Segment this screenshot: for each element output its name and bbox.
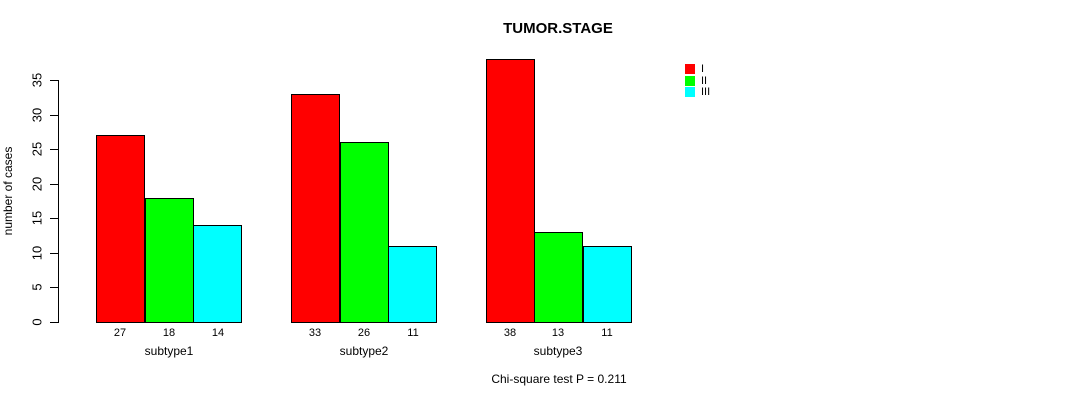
y-axis-tick-label: 10 bbox=[29, 245, 45, 261]
bar-subtype1-I bbox=[96, 135, 145, 323]
legend-item: III bbox=[685, 86, 711, 98]
bar-value-label: 27 bbox=[113, 327, 127, 339]
legend-label: I bbox=[701, 63, 705, 75]
y-axis-tick-label: 25 bbox=[29, 141, 45, 157]
y-axis-tick-label: 30 bbox=[29, 107, 45, 123]
y-axis-tick bbox=[50, 184, 58, 185]
legend-label: II bbox=[701, 74, 708, 87]
x-category-label: subtype3 bbox=[533, 344, 583, 358]
legend-swatch-series-1 bbox=[685, 64, 695, 74]
bar-subtype3-II bbox=[534, 232, 583, 323]
y-axis-tick bbox=[50, 218, 58, 219]
chi-square-annotation: Chi-square test P = 0.211 bbox=[491, 372, 627, 386]
bar-value-label: 11 bbox=[601, 327, 613, 339]
y-axis-tick-label: 0 bbox=[29, 318, 45, 326]
bar-value-label: 26 bbox=[357, 327, 371, 339]
x-category-label: subtype2 bbox=[339, 344, 389, 358]
bar-subtype2-III bbox=[388, 246, 437, 323]
bar-subtype3-III bbox=[583, 246, 632, 323]
legend-swatch-series-3 bbox=[685, 87, 695, 97]
y-axis-tick-label: 35 bbox=[29, 72, 45, 88]
bar-subtype1-III bbox=[193, 225, 242, 323]
y-axis-tick bbox=[50, 115, 58, 116]
y-axis-tick-label: 20 bbox=[29, 176, 45, 192]
legend: I II III bbox=[685, 64, 710, 99]
y-axis-tick-label: 15 bbox=[29, 210, 45, 226]
bar-value-label: 14 bbox=[211, 327, 225, 339]
y-axis-tick-label: 5 bbox=[29, 283, 45, 291]
bar-value-label: 11 bbox=[407, 327, 419, 339]
chart-title: TUMOR.STAGE bbox=[503, 20, 613, 37]
y-axis-tick bbox=[50, 80, 58, 81]
bar-subtype3-I bbox=[486, 59, 535, 323]
y-axis-tick bbox=[50, 322, 58, 323]
y-axis-tick bbox=[50, 253, 58, 254]
legend-swatch-series-2 bbox=[685, 75, 695, 86]
bar-subtype2-I bbox=[291, 94, 340, 323]
y-axis-tick bbox=[50, 149, 58, 150]
legend-label: III bbox=[701, 86, 711, 98]
legend-item: I bbox=[685, 63, 710, 75]
y-axis-tick bbox=[50, 287, 58, 288]
bar-value-label: 13 bbox=[551, 327, 565, 339]
bar-subtype1-II bbox=[145, 198, 194, 323]
y-axis-line bbox=[58, 80, 59, 323]
bar-subtype2-II bbox=[340, 142, 389, 323]
bar-value-label: 18 bbox=[162, 327, 176, 339]
x-category-label: subtype1 bbox=[144, 344, 194, 358]
bar-value-label: 38 bbox=[503, 327, 517, 339]
legend-item: II bbox=[685, 74, 710, 87]
y-axis-label: number of cases bbox=[1, 146, 15, 236]
bar-value-label: 33 bbox=[308, 327, 322, 339]
